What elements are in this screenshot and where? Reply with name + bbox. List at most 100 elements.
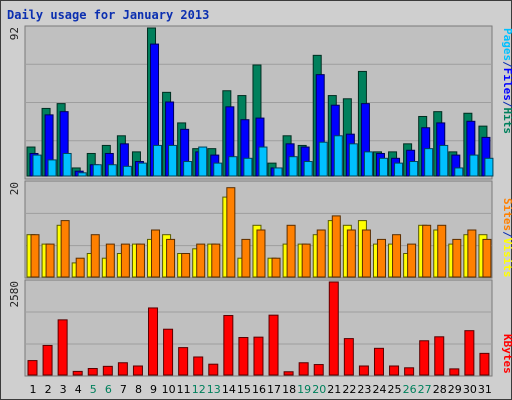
bar-sites-day-3 [60, 220, 70, 278]
bar-kbytes-day-29 [449, 368, 460, 376]
legend-pages-files-hits-part: Hits [501, 108, 512, 135]
bar-sites-day-1 [30, 234, 40, 278]
bar-sites-day-2 [45, 243, 55, 278]
bar-pages-day-18 [288, 156, 298, 177]
bar-sites-day-6 [105, 243, 115, 278]
y-max-label-panel-1: 92 [8, 27, 21, 40]
bar-sites-day-10 [166, 238, 176, 278]
x-label-day-12: 12 [192, 383, 206, 396]
bar-sites-day-21 [331, 215, 341, 278]
x-label-day-22: 22 [342, 383, 356, 396]
x-label-day-4: 4 [75, 383, 82, 396]
bar-sites-day-24 [376, 238, 386, 278]
x-label-day-21: 21 [327, 383, 341, 396]
x-label-day-20: 20 [312, 383, 326, 396]
x-label-day-16: 16 [252, 383, 266, 396]
bar-kbytes-day-15 [238, 337, 249, 376]
bar-pages-day-9 [153, 144, 163, 177]
x-label-day-1: 1 [30, 383, 37, 396]
x-label-day-26: 26 [403, 383, 417, 396]
legend-kbytes: KBytes [501, 334, 512, 374]
bar-sites-day-17 [271, 257, 281, 278]
x-label-day-8: 8 [135, 383, 142, 396]
bar-pages-day-8 [137, 162, 147, 177]
bar-sites-day-12 [196, 243, 206, 278]
x-label-day-2: 2 [45, 383, 52, 396]
bar-kbytes-day-28 [434, 336, 445, 376]
bar-pages-day-21 [333, 135, 343, 177]
bar-pages-day-22 [348, 143, 358, 177]
x-label-day-18: 18 [282, 383, 296, 396]
x-label-day-23: 23 [357, 383, 371, 396]
bar-pages-day-3 [62, 152, 72, 177]
x-label-day-28: 28 [433, 383, 447, 396]
y-axis-labels: 92 20 2580 [8, 27, 21, 308]
bar-pages-day-29 [454, 167, 464, 177]
legend-kbytes-part: KBytes [501, 334, 512, 374]
x-label-day-25: 25 [388, 383, 402, 396]
legend-pages-files-hits-part: / [501, 61, 512, 68]
bar-kbytes-day-19 [298, 362, 309, 376]
legend-pages-files-hits-part: / [501, 101, 512, 108]
bar-pages-day-27 [424, 148, 434, 177]
x-label-day-3: 3 [60, 383, 67, 396]
bar-pages-day-23 [363, 151, 373, 177]
x-label-day-11: 11 [177, 383, 191, 396]
bar-sites-day-29 [452, 238, 462, 278]
bar-pages-day-20 [318, 141, 328, 177]
x-label-day-14: 14 [222, 383, 236, 396]
bar-kbytes-day-10 [163, 328, 174, 376]
x-label-day-9: 9 [150, 383, 157, 396]
bar-kbytes-day-22 [343, 338, 354, 376]
bar-sites-day-27 [422, 224, 432, 278]
bar-kbytes-day-18 [283, 371, 294, 376]
bar-sites-day-8 [135, 243, 145, 278]
bar-kbytes-day-17 [268, 314, 279, 376]
bar-sites-day-23 [361, 229, 371, 278]
bar-kbytes-day-20 [313, 364, 324, 376]
bar-pages-day-2 [47, 159, 57, 177]
x-label-day-19: 19 [297, 383, 311, 396]
legend-sites-visits-part: / [501, 231, 512, 238]
x-label-day-6: 6 [105, 383, 112, 396]
bar-sites-day-18 [286, 224, 296, 278]
bar-pages-day-13 [213, 162, 223, 177]
bar-kbytes-day-6 [102, 365, 113, 376]
bar-kbytes-day-26 [404, 367, 415, 376]
x-label-day-7: 7 [120, 383, 127, 396]
bar-kbytes-day-27 [419, 340, 430, 376]
bar-pages-day-14 [228, 156, 238, 177]
bar-kbytes-day-5 [87, 368, 98, 376]
bar-sites-day-15 [241, 238, 251, 278]
bar-kbytes-day-16 [253, 336, 264, 376]
bar-sites-day-20 [316, 229, 326, 278]
bar-pages-day-4 [77, 172, 87, 177]
bar-sites-day-7 [120, 243, 130, 278]
bar-pages-day-12 [198, 146, 208, 177]
bar-sites-day-28 [437, 224, 447, 278]
bar-kbytes-day-23 [358, 365, 369, 376]
bar-pages-day-31 [484, 157, 494, 177]
legend-sites-visits-part: Visits [501, 238, 512, 278]
bar-pages-day-25 [394, 162, 404, 177]
bar-pages-day-17 [273, 167, 283, 177]
x-label-day-29: 29 [448, 383, 462, 396]
x-label-day-17: 17 [267, 383, 281, 396]
bar-sites-day-9 [151, 229, 161, 278]
bar-sites-day-30 [467, 229, 477, 278]
bar-pages-day-30 [469, 154, 479, 177]
bar-pages-day-16 [258, 146, 268, 177]
bar-kbytes-day-9 [148, 307, 159, 376]
x-label-day-10: 10 [162, 383, 176, 396]
bar-pages-day-7 [122, 165, 132, 177]
legend-pages-files-hits-part: Pages [501, 28, 512, 61]
x-axis-labels: 1 2 3 4 5 6 7 8 9 10 11 12 13 14 15 16 17 18 19 20 21 22 23 24 2… [30, 383, 492, 396]
bar-sites-day-25 [392, 234, 402, 278]
page-title: Daily usage for January 2013 [7, 8, 210, 22]
bar-kbytes-day-30 [464, 330, 475, 376]
bar-pages-day-24 [378, 157, 388, 177]
x-label-day-5: 5 [90, 383, 97, 396]
bar-kbytes-day-4 [72, 370, 83, 376]
